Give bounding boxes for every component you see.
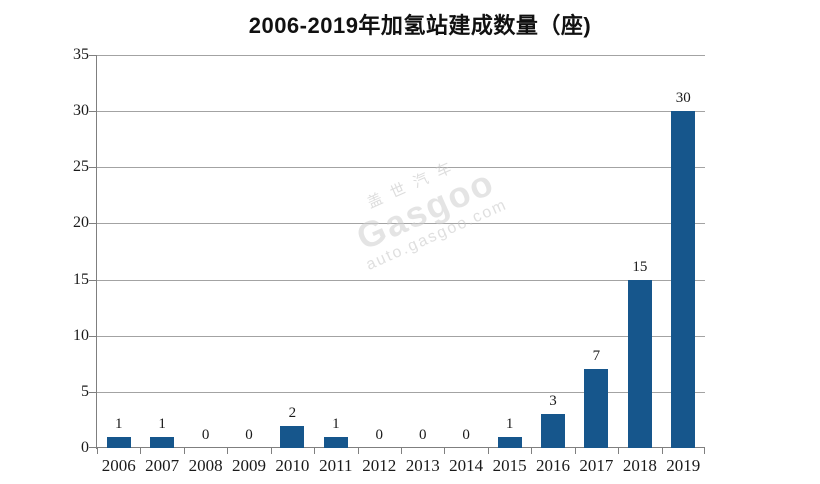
y-axis-label: 5	[81, 382, 89, 400]
x-axis-label: 2015	[492, 456, 527, 475]
y-axis-label: 30	[73, 102, 89, 120]
x-axis-tick	[661, 448, 663, 454]
x-axis-label: 2006	[101, 456, 136, 475]
x-axis-tick	[401, 448, 402, 454]
gridline	[97, 223, 705, 225]
gridline	[97, 55, 705, 56]
bar-value-label: 0	[375, 427, 384, 443]
x-axis-tick	[531, 448, 533, 454]
bar	[671, 111, 696, 448]
x-axis-tick	[183, 448, 185, 454]
x-axis-label: 2019	[666, 456, 701, 475]
bar	[497, 436, 522, 448]
gridline	[97, 335, 705, 337]
x-axis-label: 2016	[536, 456, 570, 475]
bar-value-label: 15	[632, 258, 648, 275]
bar-value-label: 0	[462, 427, 470, 443]
y-axis-tick	[89, 223, 97, 225]
x-axis-tick	[97, 448, 98, 454]
y-axis-tick	[89, 111, 97, 113]
bar	[541, 414, 565, 448]
chart-title: 2006-2019年加氢站建成数量（座)	[248, 13, 592, 38]
y-axis-label: 20	[73, 214, 89, 232]
x-axis-line	[97, 447, 705, 448]
bar-value-label: 0	[201, 427, 210, 443]
bar-value-label: 0	[418, 427, 427, 443]
y-axis-label: 10	[73, 326, 89, 344]
x-axis-tick	[314, 448, 316, 454]
x-axis-tick	[227, 448, 229, 454]
bar-value-label: 30	[675, 90, 691, 107]
bar	[106, 436, 131, 448]
x-axis-label: 2008	[188, 456, 223, 475]
bar-value-label: 7	[592, 348, 601, 365]
x-axis-tick	[618, 448, 620, 454]
bar-value-label: 3	[549, 393, 557, 410]
x-axis-label: 2018	[622, 456, 657, 475]
bar-value-label: 1	[158, 415, 166, 432]
bar-value-label: 1	[332, 415, 340, 432]
x-axis-label: 2014	[449, 456, 484, 475]
x-axis-tick	[270, 448, 272, 454]
x-axis-label: 2017	[579, 456, 614, 475]
y-axis-label: 0	[81, 439, 89, 456]
gridline	[97, 391, 705, 393]
x-axis-tick	[487, 448, 489, 454]
x-axis-tick	[574, 448, 576, 454]
x-axis-label: 2011	[319, 456, 353, 475]
bar	[627, 279, 652, 448]
x-axis-tick	[444, 448, 446, 454]
x-axis-label: 2013	[405, 456, 440, 475]
y-axis-label: 35	[73, 46, 89, 63]
y-axis-label: 25	[73, 158, 89, 176]
y-axis-tick	[89, 55, 97, 56]
x-axis-label: 2010	[275, 456, 310, 475]
y-axis-label: 15	[73, 270, 89, 288]
bar	[280, 425, 305, 448]
plot-area: 0 5 10 15 20 25 30 35 1 2006 1 2007 0 2008 0 2009 2 2010 1…	[73, 47, 705, 475]
gridline	[97, 279, 705, 281]
x-axis-label: 2012	[362, 456, 397, 475]
y-axis-line	[96, 55, 97, 449]
x-axis-tick	[140, 448, 142, 454]
y-axis-tick	[89, 279, 97, 281]
bar	[584, 369, 609, 448]
x-axis-label: 2009	[232, 456, 266, 475]
bar-value-label: 1	[505, 415, 514, 432]
y-axis-tick	[89, 335, 97, 337]
bar	[323, 436, 348, 448]
x-axis-tick	[704, 448, 705, 454]
gridline	[97, 167, 705, 169]
bar-value-label: 1	[114, 415, 123, 432]
gridline	[97, 111, 705, 113]
x-axis-tick	[357, 448, 359, 454]
bar-value-label: 0	[245, 427, 253, 443]
x-axis-label: 2007	[145, 456, 180, 475]
y-axis-tick	[89, 167, 97, 169]
bar	[150, 436, 175, 448]
y-axis-tick	[89, 391, 97, 393]
y-axis-tick	[89, 447, 97, 448]
bar-value-label: 2	[288, 404, 297, 421]
